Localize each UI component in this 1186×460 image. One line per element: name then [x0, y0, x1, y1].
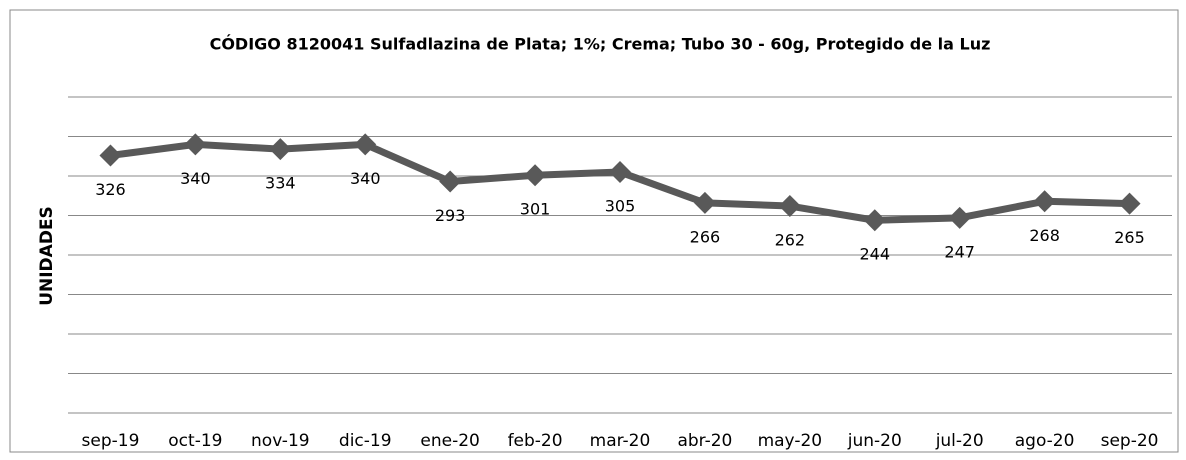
data-label: 293 — [435, 206, 466, 225]
x-tick-label: oct-19 — [168, 431, 222, 451]
x-tick-label: sep-20 — [1101, 431, 1159, 451]
marker — [1118, 192, 1141, 215]
x-tick-label: abr-20 — [677, 431, 732, 451]
chart-border — [9, 9, 1179, 453]
data-label: 247 — [944, 242, 975, 261]
marker — [1033, 190, 1056, 213]
x-tick-label: jun-20 — [847, 431, 902, 451]
marker — [439, 170, 462, 193]
marker — [354, 133, 377, 156]
marker — [948, 206, 971, 229]
x-tick-label: sep-19 — [82, 431, 140, 451]
marker — [778, 195, 801, 218]
marker — [693, 191, 716, 214]
x-tick-label: may-20 — [758, 431, 823, 451]
x-tick-label: ene-20 — [420, 431, 479, 451]
chart-title: CÓDIGO 8120041 Sulfadlazina de Plata; 1%… — [210, 35, 991, 54]
data-label: 262 — [775, 231, 806, 250]
marker — [269, 138, 292, 161]
x-tick-label: ago-20 — [1015, 431, 1075, 451]
x-tick-label: feb-20 — [508, 431, 563, 451]
marker — [99, 144, 122, 167]
marker — [184, 133, 207, 156]
marker — [609, 161, 631, 184]
data-label: 340 — [350, 169, 381, 188]
marker — [863, 209, 886, 232]
x-tick-label: dic-19 — [339, 431, 392, 451]
x-tick-label: nov-19 — [251, 431, 310, 451]
data-label: 301 — [520, 200, 551, 219]
data-label: 305 — [605, 197, 636, 216]
data-label: 268 — [1029, 226, 1060, 245]
data-label: 334 — [265, 174, 296, 193]
x-tick-label: jul-20 — [935, 431, 984, 451]
y-axis-label: UNIDADES — [37, 206, 57, 306]
data-label: 266 — [690, 227, 721, 246]
data-label: 340 — [180, 169, 211, 188]
marker — [524, 164, 547, 187]
data-label: 265 — [1114, 228, 1145, 247]
data-label: 244 — [859, 245, 890, 264]
data-label: 326 — [95, 180, 126, 199]
x-tick-label: mar-20 — [590, 431, 651, 451]
